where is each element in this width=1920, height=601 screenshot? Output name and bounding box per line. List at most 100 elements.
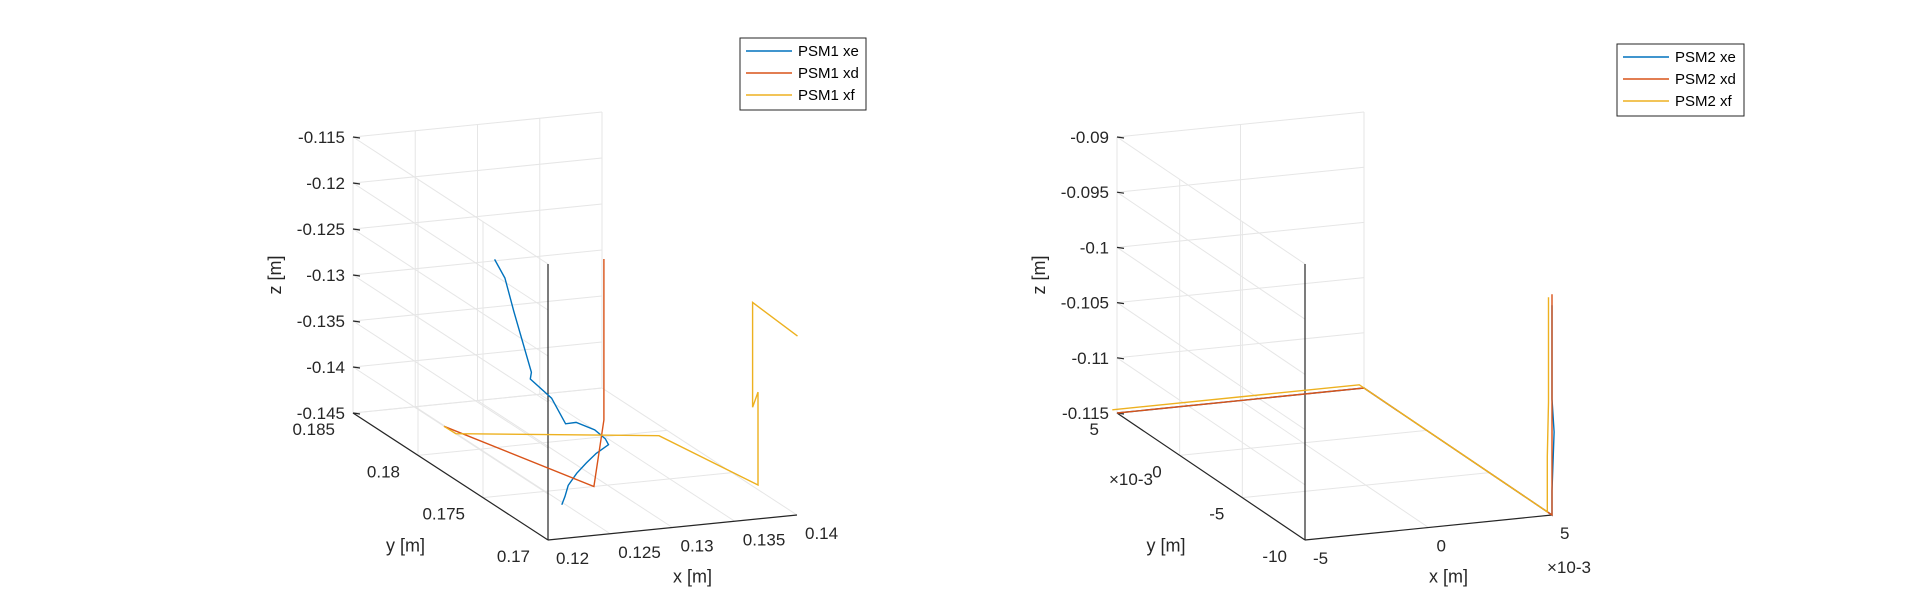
legend-entry: PSM2 xd (1675, 71, 1736, 88)
z-tick-label: -0.11 (1072, 349, 1110, 368)
z-tick-mark (1116, 357, 1125, 360)
gridline-z-ywall (1116, 302, 1306, 431)
y-tick-label: 0 (1152, 462, 1161, 481)
legend-entry: PSM2 xe (1675, 49, 1736, 66)
z-tick-label: -0.105 (1061, 294, 1109, 313)
gridline-y-floor (417, 429, 668, 456)
z-tick-label: -0.115 (298, 128, 345, 147)
y-tick-label: 5 (1090, 420, 1099, 439)
z-tick-mark (352, 228, 361, 231)
axis-lines (1116, 264, 1553, 541)
gridline-z-xwall (1116, 111, 1365, 138)
series-line (443, 259, 605, 488)
series-line (443, 300, 798, 487)
series-line (1116, 294, 1553, 517)
gridline-z-xwall (352, 341, 603, 368)
axis-lines (352, 264, 798, 541)
z-tick-mark (352, 182, 361, 185)
x-tick-label: 0.13 (681, 537, 714, 556)
x-tick-label: 5 (1560, 524, 1569, 543)
z-tick-label: -0.09 (1070, 128, 1109, 147)
z-tick-label: -0.14 (306, 358, 345, 377)
gridline-z-ywall (352, 320, 549, 449)
z-axis-label: z [m] (265, 256, 285, 295)
legend-entry: PSM1 xe (798, 43, 859, 60)
y-axis-label: y [m] (386, 536, 425, 556)
gridline-y-floor (482, 472, 733, 499)
y-tick-label: -5 (1209, 505, 1224, 524)
gridline-z-ywall (1116, 357, 1306, 486)
z-tick-mark (1116, 191, 1125, 194)
gridline-z-ywall (352, 136, 549, 265)
axes-psm2: -0.115 -0.11 -0.105 -0.1 -0.095 -0.09 -10 -5 0 5 -… (1029, 43, 1745, 587)
z-tick-mark (1116, 136, 1125, 139)
x-axis-label: x [m] (673, 567, 712, 587)
x-tick-label: 0.14 (805, 524, 838, 543)
z-tick-label: -0.095 (1061, 183, 1109, 202)
z-tick-mark (352, 274, 361, 277)
x-tick-label: 0.125 (618, 543, 661, 562)
gridline-z-xwall (352, 111, 603, 138)
gridline-x-floor (539, 393, 736, 522)
legend-entry: PSM1 xd (798, 65, 859, 82)
legend-box (1616, 43, 1745, 117)
y-multiplier: ×10-3 (1109, 470, 1153, 489)
x-tick-label: 0.135 (743, 530, 786, 549)
axes-psm1: -0.145 -0.14 -0.135 -0.13 -0.125 -0.12 -0.115 0… (265, 37, 867, 587)
series-line (493, 259, 610, 505)
gridline-z-xwall (352, 295, 603, 322)
z-tick-mark (352, 366, 361, 369)
legend-entry: PSM2 xf (1675, 93, 1733, 110)
z-axis-label: z [m] (1029, 256, 1049, 295)
series (443, 259, 798, 505)
gridline-z-ywall (352, 228, 549, 357)
z-tick-mark (352, 320, 361, 323)
gridline-z-xwall (352, 203, 603, 230)
z-tick-label: -0.115 (1062, 404, 1109, 423)
series (1112, 294, 1555, 517)
y-tick-label: 0.175 (422, 505, 465, 524)
z-tick-mark (352, 412, 361, 415)
gridline-y-floor (1242, 472, 1490, 499)
x-axis-line (1304, 514, 1553, 541)
gridline-y-floor (1179, 429, 1427, 456)
gridline-z-xwall (1116, 166, 1365, 193)
gridline-z-ywall (1116, 136, 1306, 265)
x-tick-label: 0 (1437, 537, 1446, 556)
series-line (1116, 305, 1555, 517)
z-tick-label: -0.13 (306, 266, 345, 285)
z-tick-label: -0.145 (297, 404, 345, 423)
tick-labels: -0.115 -0.11 -0.105 -0.1 -0.095 -0.09 -10 -5 0 5 -… (1061, 128, 1570, 568)
z-tick-label: -0.135 (297, 312, 345, 331)
gridline-x-floor (477, 400, 673, 528)
x-multiplier: ×10-3 (1547, 558, 1591, 577)
y-tick-label: -10 (1262, 547, 1287, 566)
z-tick-label: -0.125 (297, 220, 345, 239)
gridline-z-ywall (1116, 246, 1306, 375)
gridline-x-floor (1240, 400, 1429, 528)
z-tick-mark (1116, 302, 1125, 305)
x-tick-label: -5 (1313, 549, 1328, 568)
x-axis-label: x [m] (1429, 567, 1468, 587)
z-tick-mark (352, 136, 361, 139)
legend: PSM2 xe PSM2 xd PSM2 xf (1616, 43, 1745, 117)
z-tick-label: -0.12 (306, 174, 345, 193)
gridline-z-xwall (1116, 277, 1365, 304)
gridline-z-xwall (1116, 332, 1365, 359)
x-axis-line (547, 514, 798, 541)
gridline-z-ywall (352, 182, 549, 311)
gridline-z-ywall (1116, 191, 1306, 320)
gridline-x-floor (601, 387, 798, 516)
y-axis-line (352, 412, 549, 541)
y-axis-label: y [m] (1147, 536, 1186, 556)
gridline-z-xwall (1116, 221, 1365, 248)
z-tick-label: -0.1 (1080, 238, 1109, 257)
y-tick-label: 0.17 (497, 547, 530, 566)
z-tick-mark (1116, 246, 1125, 249)
grid (1116, 111, 1553, 541)
legend-box (739, 37, 867, 111)
series-line (1112, 297, 1550, 514)
gridline-z-xwall (352, 157, 603, 184)
legend-entry: PSM1 xf (798, 87, 856, 104)
